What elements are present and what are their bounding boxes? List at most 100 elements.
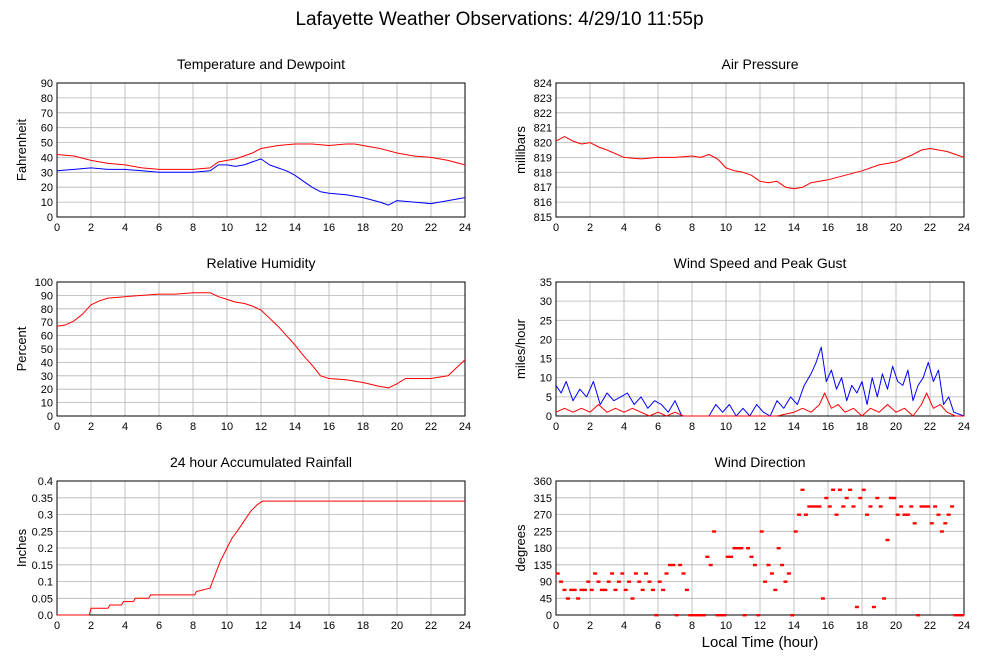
direction-point [688,614,693,617]
x-tick-label: 22 [924,421,936,433]
direction-point [613,588,618,592]
direction-point [769,572,774,575]
y-tick-label: 80 [41,304,53,316]
y-tick-label: 20 [41,182,53,194]
direction-point [616,580,621,583]
x-tick-label: 20 [391,421,403,433]
direction-point [739,547,744,550]
direction-point [926,505,931,508]
x-tick-label: 22 [425,421,437,433]
direction-point [773,588,778,592]
plot-frame [56,480,466,616]
direction-point [909,505,914,508]
direction-point [939,530,944,533]
x-tick-label: 12 [255,222,267,234]
y-tick-label: 0 [546,610,552,622]
direction-point [892,496,897,500]
direction-point [861,488,866,491]
y-tick-label: 360 [534,476,552,488]
y-tick-label: 0.1 [38,577,53,589]
direction-point [644,572,649,575]
direction-point [943,522,948,525]
series-line-red [555,136,965,190]
direction-point [623,588,628,592]
x-tick-label: 12 [255,620,267,632]
direction-point [888,496,893,500]
direction-point [814,505,819,508]
direction-point [586,580,591,583]
direction-point [555,572,560,575]
x-tick-label: 20 [890,421,902,433]
y-tick-label: 0.3 [38,510,53,522]
y-axis-label: Inches [14,528,29,567]
direction-point [596,580,601,583]
direction-point [671,563,676,567]
x-tick-label: 16 [323,421,335,433]
y-axis-label: Fahrenheit [14,119,29,182]
direction-point [919,505,924,508]
page-title: Lafayette Weather Observations: 4/29/10 … [295,9,704,30]
x-tick-label: 18 [856,421,868,433]
x-tick-label: 20 [391,620,403,632]
y-tick-label: 819 [534,152,552,164]
direction-point [701,614,706,617]
y-tick-label: 50 [41,344,53,356]
series-line-blue [555,346,965,417]
direction-point [593,572,598,575]
direction-point [610,572,615,575]
direction-point [868,505,873,508]
direction-point [718,614,723,617]
x-tick-label: 2 [88,620,94,632]
x-tick-label: 18 [856,620,868,632]
x-tick-label: 12 [754,222,766,234]
y-tick-label: 60 [41,331,53,343]
y-tick-label: 15 [540,354,552,366]
direction-point [776,547,781,550]
direction-point [936,513,941,516]
panel-title: Temperature and Dewpoint [177,56,345,72]
direction-point [820,597,825,600]
direction-point [637,580,642,583]
x-tick-label: 24 [459,620,471,632]
direction-point [882,597,887,600]
y-tick-label: 0.0 [38,610,53,622]
direction-point [878,505,883,508]
direction-point [824,496,829,500]
direction-point [950,505,955,508]
direction-point [664,572,669,575]
direction-point [865,513,870,516]
x-tick-label: 10 [221,421,233,433]
x-tick-label: 22 [924,620,936,632]
x-tick-label: 6 [655,620,661,632]
direction-point [698,614,703,617]
direction-point [956,614,961,617]
direction-point [722,614,727,617]
direction-point [582,588,587,592]
y-tick-label: 10 [41,398,53,410]
x-tick-label: 20 [890,222,902,234]
direction-point [589,588,594,592]
panel-title: Wind Speed and Peak Gust [674,255,847,271]
y-tick-label: 180 [534,543,552,555]
x-tick-label: 4 [122,421,128,433]
direction-point [851,505,856,508]
direction-point [562,588,567,592]
panel-title: Air Pressure [721,56,798,72]
x-tick-label: 6 [156,222,162,234]
x-tick-label: 6 [156,620,162,632]
direction-point [841,505,846,508]
direction-point [674,614,679,617]
x-tick-label: 24 [958,620,970,632]
direction-point [640,588,645,592]
direction-point [790,614,795,617]
direction-point [705,555,710,558]
x-tick-label: 8 [689,222,695,234]
x-tick-label: 6 [156,421,162,433]
x-tick-label: 10 [720,222,732,234]
x-tick-label: 16 [822,620,834,632]
x-tick-label: 4 [122,222,128,234]
direction-point [837,488,842,491]
x-tick-label: 16 [822,421,834,433]
series-line-red [56,143,466,170]
direction-point [780,563,785,567]
